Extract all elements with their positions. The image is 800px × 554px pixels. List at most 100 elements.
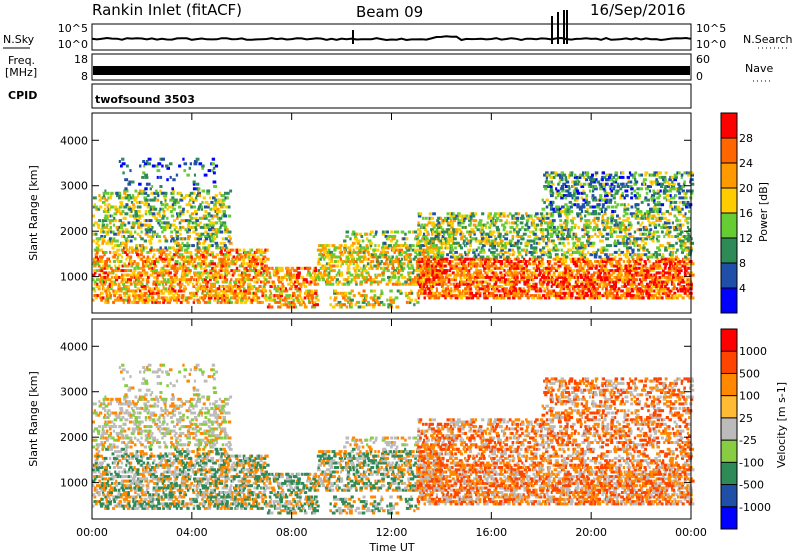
power-cell bbox=[257, 248, 260, 252]
power-cell bbox=[117, 298, 122, 302]
power-cell bbox=[545, 212, 549, 216]
power-cell bbox=[180, 296, 185, 300]
power-cell bbox=[120, 228, 125, 232]
power-cell bbox=[202, 289, 207, 293]
power-cell bbox=[398, 253, 402, 257]
power-cell bbox=[231, 289, 234, 293]
power-cell bbox=[527, 275, 530, 279]
power-cell bbox=[364, 264, 368, 268]
power-cell bbox=[359, 266, 362, 270]
power-cell bbox=[171, 237, 175, 241]
power-cell bbox=[540, 269, 545, 273]
power-cell bbox=[402, 237, 407, 241]
power-cell bbox=[414, 282, 419, 286]
power-cell bbox=[511, 248, 515, 252]
power-cell bbox=[224, 253, 228, 257]
power-cell bbox=[448, 291, 452, 295]
power-cell bbox=[120, 275, 125, 279]
power-cell bbox=[471, 214, 476, 218]
power-cell bbox=[472, 280, 475, 284]
power-cell bbox=[559, 289, 562, 293]
power-cell bbox=[295, 278, 299, 282]
power-cell bbox=[523, 273, 526, 277]
power-cell bbox=[137, 194, 139, 198]
power-cell bbox=[143, 300, 147, 304]
power-cell bbox=[222, 221, 227, 225]
power-cell bbox=[687, 262, 691, 266]
power-cell bbox=[556, 291, 560, 295]
power-cell bbox=[127, 269, 131, 273]
power-cell bbox=[329, 266, 333, 270]
power-cell bbox=[161, 250, 166, 254]
power-cell bbox=[214, 230, 219, 234]
power-cell bbox=[503, 244, 507, 248]
power-cell bbox=[223, 260, 227, 263]
power-cell bbox=[196, 264, 199, 268]
power-cell bbox=[258, 273, 262, 277]
power-cell bbox=[261, 250, 265, 254]
power-cell bbox=[151, 296, 155, 300]
power-cell bbox=[464, 287, 468, 291]
power-cell bbox=[360, 273, 364, 277]
power-cell bbox=[239, 289, 242, 293]
power-cell bbox=[147, 289, 150, 293]
power-cell bbox=[201, 164, 205, 168]
power-cell bbox=[117, 230, 122, 234]
power-cell bbox=[647, 296, 651, 300]
power-cell bbox=[585, 285, 589, 288]
power-cell bbox=[217, 228, 221, 232]
power-cell bbox=[572, 232, 575, 236]
power-cell bbox=[109, 271, 114, 275]
power-cell bbox=[587, 289, 592, 293]
power-cell bbox=[224, 191, 228, 195]
power-cell bbox=[608, 278, 612, 282]
power-cell bbox=[508, 278, 512, 282]
power-cell bbox=[125, 253, 129, 257]
power-cell bbox=[408, 278, 412, 282]
power-cell bbox=[175, 296, 180, 300]
power-cell bbox=[459, 280, 462, 284]
power-cell bbox=[384, 230, 387, 234]
power-cell bbox=[520, 294, 524, 298]
power-cell bbox=[645, 285, 649, 288]
power-cell bbox=[475, 273, 480, 277]
power-cell bbox=[135, 282, 139, 286]
power-cell bbox=[577, 225, 580, 229]
power-cell bbox=[581, 253, 584, 257]
power-cell bbox=[253, 280, 257, 284]
power-cell bbox=[674, 266, 678, 270]
power-cell bbox=[303, 285, 308, 288]
power-cell bbox=[102, 210, 107, 213]
power-cell bbox=[481, 285, 486, 288]
power-cell bbox=[187, 282, 190, 286]
power-cell bbox=[338, 280, 341, 284]
power-cell bbox=[426, 253, 430, 257]
power-cell bbox=[187, 271, 191, 275]
power-cell bbox=[179, 225, 182, 229]
power-cell bbox=[515, 273, 519, 277]
power-cell bbox=[464, 225, 467, 229]
power-cell bbox=[421, 287, 424, 291]
power-cell bbox=[142, 266, 145, 270]
power-cell bbox=[463, 216, 467, 220]
power-cell bbox=[222, 198, 226, 202]
power-cell bbox=[440, 244, 443, 248]
power-cell bbox=[434, 253, 439, 257]
power-cell bbox=[186, 260, 191, 263]
power-cell bbox=[134, 214, 139, 218]
power-cell bbox=[156, 232, 159, 236]
power-cell bbox=[369, 280, 374, 284]
power-cell bbox=[260, 264, 264, 268]
power-cell bbox=[226, 285, 229, 288]
power-cell bbox=[224, 228, 228, 232]
power-cell bbox=[156, 275, 159, 279]
power-cell bbox=[545, 253, 548, 257]
power-cell bbox=[336, 282, 340, 286]
power-cell bbox=[333, 275, 336, 279]
power-cell bbox=[157, 221, 160, 225]
power-cell bbox=[672, 278, 675, 282]
power-cell bbox=[160, 203, 165, 207]
power-cell bbox=[562, 285, 565, 288]
power-cell bbox=[656, 266, 661, 270]
power-cell bbox=[487, 287, 490, 291]
